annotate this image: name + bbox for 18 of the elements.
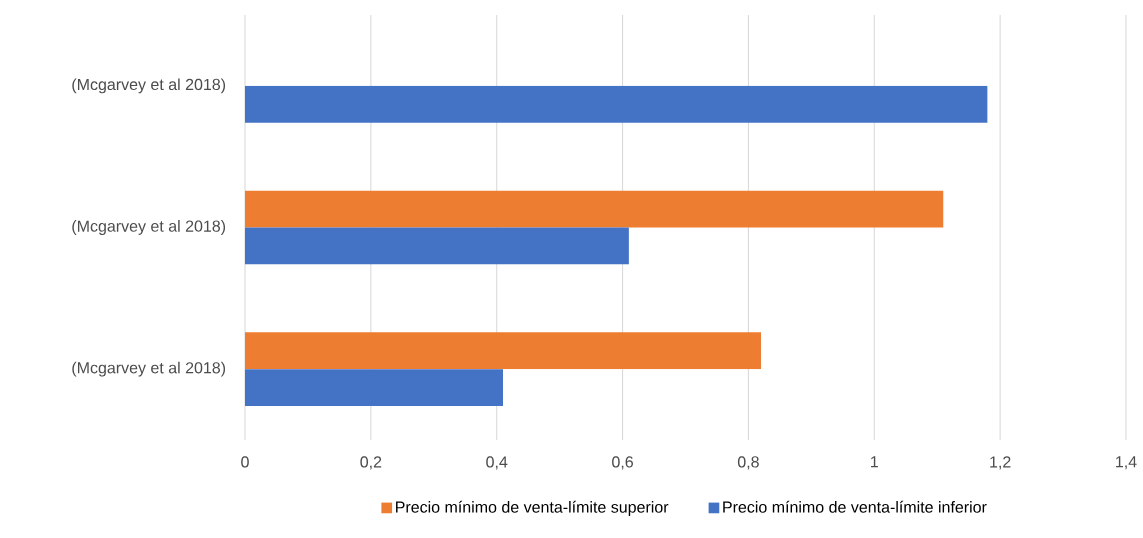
x-tick-label: 1,2 <box>990 456 1011 470</box>
y-tick-label: (Mcgarvey et al 2018) <box>72 361 226 377</box>
y-tick-label: (Mcgarvey et al 2018) <box>72 78 226 94</box>
bar <box>245 85 988 123</box>
x-tick-label: 0,8 <box>737 456 759 470</box>
legend-label: Precio mínimo de venta-límite inferior <box>723 500 987 513</box>
bar <box>245 369 504 406</box>
legend-label: Precio mínimo de venta-límite superior <box>396 500 669 516</box>
bar <box>245 227 629 265</box>
x-tick-label: 0 <box>241 456 249 468</box>
x-tick-label: 1,4 <box>1116 456 1137 470</box>
x-tick-label: 0,6 <box>612 456 633 470</box>
x-tick-label: 0,4 <box>486 456 508 470</box>
bar <box>245 190 944 228</box>
y-tick-label: (Mcgarvey et al 2018) <box>72 220 226 235</box>
x-tick-label: 0,2 <box>360 456 382 470</box>
x-tick-label: 1 <box>871 456 878 468</box>
bar <box>245 332 762 370</box>
